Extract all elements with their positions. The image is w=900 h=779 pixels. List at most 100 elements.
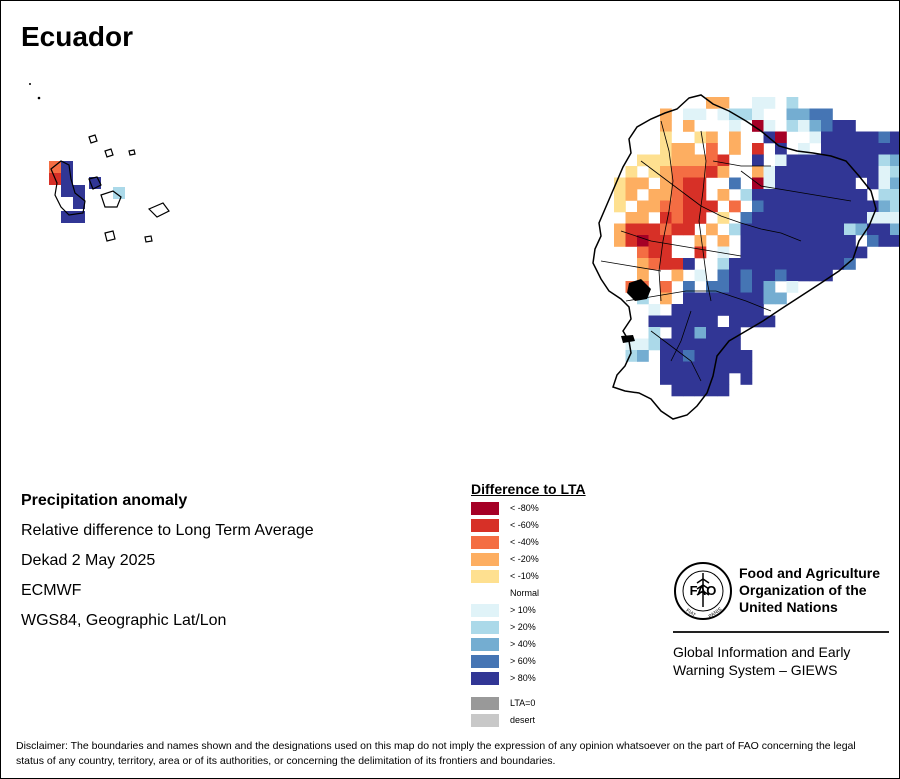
anomaly-cell xyxy=(775,292,787,305)
anomaly-cell xyxy=(890,189,899,201)
anomaly-cell xyxy=(694,269,707,282)
anomaly-cell xyxy=(740,108,753,121)
anomaly-cell xyxy=(706,281,718,293)
anomaly-cell xyxy=(625,338,638,351)
anomaly-cell xyxy=(878,235,891,247)
anomaly-cell xyxy=(694,108,707,121)
anomaly-cell xyxy=(867,223,879,236)
anomaly-cell xyxy=(740,304,753,316)
anomaly-cell xyxy=(798,258,810,270)
anomaly-cell xyxy=(844,200,856,213)
anomaly-cell xyxy=(809,131,822,144)
anomaly-cell xyxy=(717,304,730,316)
anomaly-cell xyxy=(706,120,718,132)
anomaly-cell xyxy=(844,131,856,144)
anomaly-cell xyxy=(763,315,776,328)
anomaly-cell xyxy=(786,189,799,201)
anomaly-cell xyxy=(867,131,879,144)
anomaly-cell xyxy=(775,131,787,144)
map-source: ECMWF xyxy=(21,582,82,599)
anomaly-cell xyxy=(878,154,891,167)
anomaly-cell xyxy=(717,384,730,397)
anomaly-cell xyxy=(729,327,741,339)
anomaly-cell xyxy=(821,258,833,270)
legend-swatch xyxy=(471,604,499,617)
anomaly-cell xyxy=(763,246,776,259)
anomaly-cell xyxy=(729,120,741,132)
anomaly-cell xyxy=(786,235,799,247)
legend-item: > 10% xyxy=(471,602,621,619)
anomaly-cell xyxy=(832,212,845,224)
anomaly-cell xyxy=(832,246,845,259)
anomaly-cell xyxy=(855,154,868,167)
anomaly-cell xyxy=(660,120,672,132)
anomaly-cell xyxy=(786,258,799,270)
legend-item: LTA=0 xyxy=(471,695,621,712)
anomaly-cell xyxy=(660,315,672,328)
anomaly-cell xyxy=(786,166,799,178)
anomaly-cell xyxy=(717,350,730,362)
anomaly-cell xyxy=(821,131,833,144)
anomaly-cell xyxy=(683,143,695,155)
anomaly-cell xyxy=(717,166,730,178)
anomaly-cell xyxy=(878,166,891,178)
anomaly-cell xyxy=(821,223,833,236)
anomaly-cell xyxy=(775,235,787,247)
anomaly-cell xyxy=(740,373,753,385)
legend-item: > 40% xyxy=(471,636,621,653)
legend-swatch xyxy=(471,655,499,668)
anomaly-cell xyxy=(671,166,684,178)
map-info: Precipitation anomaly Relative differenc… xyxy=(21,486,314,636)
organization-name-line: Organization of the xyxy=(739,582,867,598)
anomaly-cell xyxy=(694,235,707,247)
anomaly-cell xyxy=(775,143,787,155)
anomaly-cell xyxy=(637,338,649,351)
anomaly-cell xyxy=(821,177,833,190)
legend-label: < -40% xyxy=(510,537,539,547)
anomaly-cell xyxy=(648,154,661,167)
legend-label: > 60% xyxy=(510,656,536,666)
anomaly-cell xyxy=(671,258,684,270)
legend-label: > 40% xyxy=(510,639,536,649)
anomaly-cell xyxy=(867,200,879,213)
anomaly-cell xyxy=(706,338,718,351)
anomaly-cell xyxy=(809,269,822,282)
anomaly-cell xyxy=(671,269,684,282)
anomaly-cell xyxy=(706,166,718,178)
anomaly-cell xyxy=(706,223,718,236)
anomaly-cell xyxy=(832,154,845,167)
anomaly-cell xyxy=(729,223,741,236)
anomaly-cell xyxy=(671,223,684,236)
anomaly-cell xyxy=(878,223,891,236)
anomaly-cell xyxy=(729,292,741,305)
islet-dot xyxy=(29,83,31,85)
anomaly-cell xyxy=(706,315,718,328)
legend-label: < -80% xyxy=(510,503,539,513)
legend-swatch xyxy=(471,519,499,532)
anomaly-cell xyxy=(671,350,684,362)
anomaly-cell xyxy=(694,361,707,374)
anomaly-cell xyxy=(740,258,753,270)
anomaly-cell xyxy=(637,246,649,259)
anomaly-cell xyxy=(694,338,707,351)
anomaly-cell xyxy=(660,143,672,155)
anomaly-cell xyxy=(890,154,899,167)
fao-motto-left: FIAT xyxy=(685,608,697,619)
anomaly-cell xyxy=(890,235,899,247)
legend-swatch xyxy=(471,553,499,566)
anomaly-cell xyxy=(763,258,776,270)
anomaly-cell xyxy=(683,281,695,293)
anomaly-cell xyxy=(694,200,707,213)
legend-swatch xyxy=(471,536,499,549)
anomaly-cell xyxy=(740,189,753,201)
legend-swatch xyxy=(471,638,499,651)
anomaly-cell xyxy=(752,223,764,236)
anomaly-cell xyxy=(821,189,833,201)
anomaly-cell xyxy=(648,304,661,316)
anomaly-cell xyxy=(752,120,764,132)
anomaly-cell xyxy=(671,189,684,201)
anomaly-cell xyxy=(717,338,730,351)
anomaly-cell xyxy=(809,166,822,178)
anomaly-cell xyxy=(775,258,787,270)
anomaly-cell xyxy=(786,120,799,132)
